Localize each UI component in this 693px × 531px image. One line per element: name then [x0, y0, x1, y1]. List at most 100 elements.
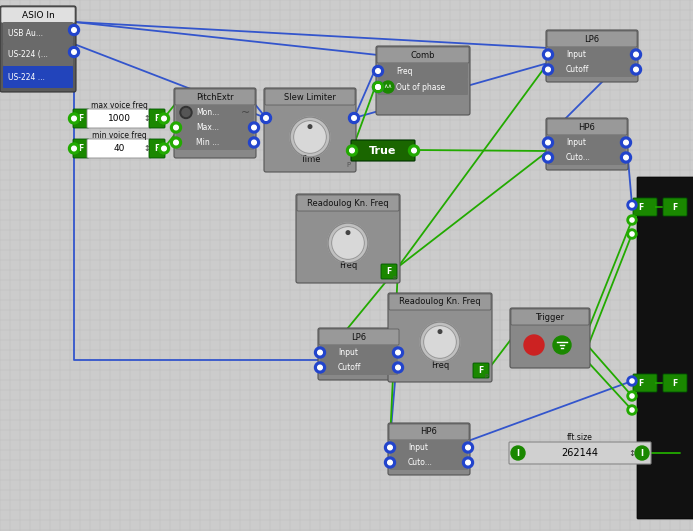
Text: ↕: ↕	[629, 449, 635, 458]
Circle shape	[252, 140, 256, 145]
Text: F: F	[672, 202, 678, 211]
FancyBboxPatch shape	[149, 109, 165, 128]
FancyBboxPatch shape	[548, 62, 636, 77]
Text: F: F	[155, 144, 159, 153]
FancyBboxPatch shape	[633, 198, 657, 216]
Circle shape	[396, 365, 401, 370]
FancyBboxPatch shape	[548, 150, 626, 165]
FancyBboxPatch shape	[73, 139, 89, 158]
Circle shape	[346, 231, 350, 234]
Text: True: True	[369, 145, 396, 156]
Text: fft.size: fft.size	[567, 433, 593, 441]
FancyBboxPatch shape	[388, 293, 492, 382]
Text: F: F	[78, 114, 84, 123]
Text: LP6: LP6	[351, 332, 367, 341]
Circle shape	[349, 113, 360, 124]
FancyBboxPatch shape	[351, 140, 415, 161]
Circle shape	[170, 122, 182, 133]
Circle shape	[174, 125, 178, 130]
Circle shape	[71, 28, 76, 32]
Circle shape	[620, 152, 631, 163]
Text: US-224 (...: US-224 (...	[8, 50, 48, 59]
Circle shape	[633, 67, 638, 72]
Circle shape	[373, 65, 383, 76]
Circle shape	[249, 122, 259, 133]
Text: P: P	[484, 374, 488, 380]
Circle shape	[387, 460, 392, 465]
Circle shape	[511, 446, 525, 460]
Circle shape	[627, 229, 637, 239]
Circle shape	[545, 67, 550, 72]
Text: Readoulog Kn. Freq: Readoulog Kn. Freq	[307, 199, 389, 208]
FancyBboxPatch shape	[378, 79, 468, 95]
FancyBboxPatch shape	[3, 44, 73, 66]
Text: P: P	[392, 276, 396, 280]
Circle shape	[392, 362, 403, 373]
Circle shape	[545, 140, 550, 145]
Circle shape	[543, 137, 554, 148]
Circle shape	[630, 408, 634, 412]
Circle shape	[170, 137, 182, 148]
Circle shape	[180, 107, 192, 118]
FancyBboxPatch shape	[320, 360, 398, 375]
Circle shape	[631, 64, 642, 75]
Circle shape	[633, 52, 638, 57]
Circle shape	[328, 223, 368, 263]
Circle shape	[161, 146, 166, 151]
FancyBboxPatch shape	[175, 89, 255, 105]
FancyBboxPatch shape	[510, 308, 590, 368]
Circle shape	[317, 350, 322, 355]
Circle shape	[630, 394, 634, 398]
Text: HP6: HP6	[421, 427, 437, 436]
FancyBboxPatch shape	[663, 374, 687, 392]
Text: PitchExtr: PitchExtr	[196, 92, 234, 101]
Circle shape	[545, 52, 550, 57]
FancyBboxPatch shape	[264, 88, 356, 172]
Text: Input: Input	[566, 50, 586, 59]
Text: USB Au...: USB Au...	[8, 29, 43, 38]
FancyBboxPatch shape	[388, 423, 470, 475]
Circle shape	[376, 84, 380, 89]
FancyBboxPatch shape	[176, 135, 254, 150]
Circle shape	[627, 405, 637, 415]
FancyBboxPatch shape	[390, 455, 468, 470]
FancyBboxPatch shape	[3, 22, 73, 44]
Text: Time: Time	[300, 156, 320, 165]
FancyBboxPatch shape	[547, 31, 637, 47]
Text: F: F	[638, 202, 644, 211]
FancyBboxPatch shape	[0, 6, 76, 92]
Circle shape	[387, 445, 392, 450]
Circle shape	[631, 49, 642, 60]
Circle shape	[331, 227, 365, 260]
FancyBboxPatch shape	[548, 47, 636, 62]
Circle shape	[159, 113, 170, 124]
FancyBboxPatch shape	[319, 329, 399, 345]
Text: US-224 ...: US-224 ...	[8, 73, 45, 81]
Text: F: F	[78, 144, 84, 153]
FancyBboxPatch shape	[377, 47, 469, 63]
Text: Out of phase: Out of phase	[396, 82, 445, 91]
Text: Trigger: Trigger	[536, 313, 565, 321]
Circle shape	[420, 322, 460, 362]
FancyBboxPatch shape	[663, 198, 687, 216]
FancyBboxPatch shape	[548, 135, 626, 150]
Circle shape	[630, 203, 634, 207]
Text: Cutoff: Cutoff	[338, 363, 361, 372]
Text: ↕: ↕	[144, 114, 150, 123]
Circle shape	[69, 24, 80, 36]
Circle shape	[264, 116, 268, 121]
Circle shape	[385, 457, 396, 468]
Circle shape	[624, 140, 629, 145]
FancyBboxPatch shape	[87, 109, 151, 128]
Text: P: P	[346, 162, 350, 168]
Circle shape	[620, 137, 631, 148]
Text: Freq: Freq	[339, 261, 357, 270]
Circle shape	[69, 143, 80, 154]
Circle shape	[71, 116, 76, 121]
Circle shape	[423, 326, 457, 358]
Text: Max...: Max...	[196, 123, 219, 132]
Text: Readoulog Kn. Freq: Readoulog Kn. Freq	[399, 297, 481, 306]
Text: 262144: 262144	[561, 448, 599, 458]
FancyBboxPatch shape	[511, 309, 589, 325]
Circle shape	[69, 47, 80, 57]
